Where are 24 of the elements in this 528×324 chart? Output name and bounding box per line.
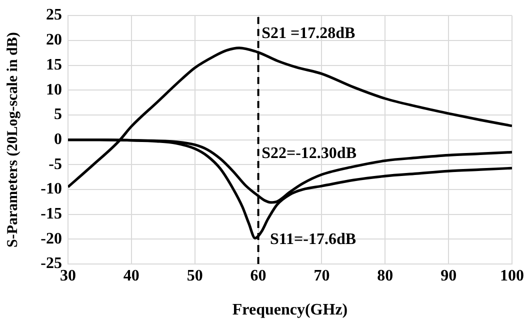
- annotation: S11=-17.6dB: [270, 231, 356, 250]
- y-tick-label: -15: [40, 205, 62, 222]
- x-tick-label: 80: [377, 268, 394, 285]
- y-axis-title: S-Parameters (20Log-scale in dB): [4, 32, 21, 248]
- x-tick-label: 90: [440, 268, 457, 285]
- x-tick-label: 40: [123, 268, 140, 285]
- annotation: S22=-12.30dB: [262, 144, 356, 163]
- x-tick-label: 30: [60, 268, 76, 285]
- x-tick-label: 60: [250, 268, 266, 285]
- x-tick-label: 100: [500, 268, 524, 285]
- y-tick-label: 10: [46, 81, 62, 98]
- y-tick-label: 5: [54, 106, 62, 124]
- annotation: S21 =17.28dB: [262, 25, 356, 44]
- x-axis-title: Frequency(GHz): [232, 302, 348, 319]
- x-tick-label: 50: [186, 268, 203, 285]
- y-tick-label: -5: [48, 156, 62, 173]
- y-tick-label: 15: [46, 56, 62, 74]
- y-tick-label: 25: [46, 6, 62, 24]
- y-tick-label: -25: [40, 255, 62, 272]
- y-tick-label: 20: [46, 32, 62, 49]
- x-tick-label: 70: [314, 268, 330, 285]
- y-tick-label: -10: [40, 180, 62, 198]
- y-tick-label: 0: [54, 130, 62, 148]
- y-tick-label: -20: [40, 230, 62, 248]
